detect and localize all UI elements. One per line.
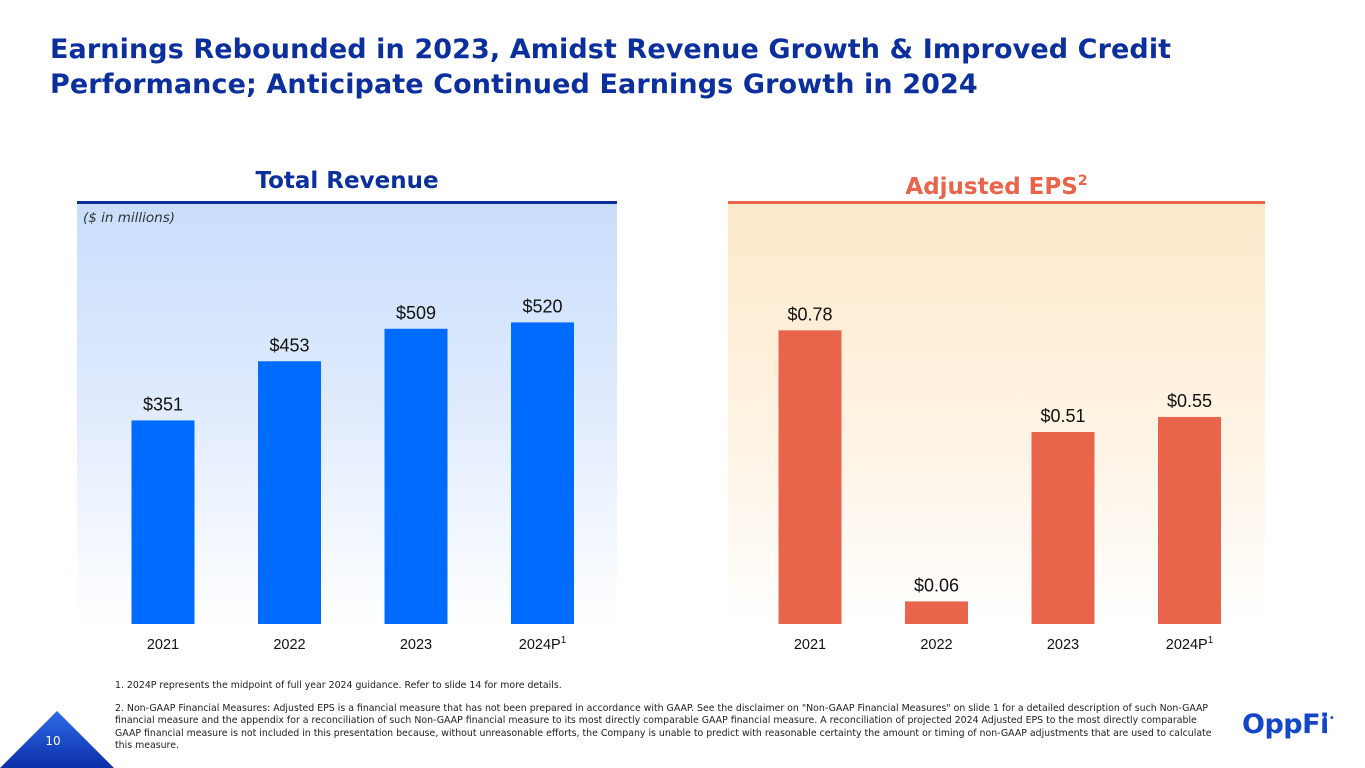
eps-x-tick-label: 2022 — [920, 637, 952, 653]
eps-title-text: Adjusted EPS — [905, 174, 1078, 200]
page-number-triangle — [0, 711, 114, 768]
eps-x-tick-label: 2023 — [1047, 637, 1079, 653]
page-number: 10 — [45, 734, 61, 748]
revenue-units-label: ($ in millions) — [83, 210, 176, 226]
eps-bar-chart: $0.78 2021 $0.06 2022 $0.51 2023 $0.55 2024P1 — [778, 304, 1221, 653]
eps-footnote-ref: 1 — [1208, 635, 1214, 646]
revenue-bar-2023 — [384, 328, 448, 624]
revenue-x-tick-label: 2021 — [147, 637, 179, 653]
eps-bar-2021 — [778, 330, 842, 624]
revenue-chart-title: Total Revenue — [77, 166, 617, 196]
revenue-bar-2021 — [131, 420, 195, 624]
oppfi-logo: OppFi — [1242, 709, 1329, 740]
eps-bar-2024p — [1158, 416, 1221, 624]
revenue-data-label: $509 — [396, 303, 436, 323]
logo-dots-icon: •• — [1322, 713, 1336, 724]
eps-x-tick-label: 2021 — [794, 637, 826, 653]
revenue-x-tick-label: 2022 — [273, 637, 305, 653]
revenue-x-tick-label: 2024P1 — [519, 635, 567, 653]
slide-title: Earnings Rebounded in 2023, Amidst Reven… — [50, 34, 1172, 100]
revenue-bar-chart: $351 2021 $453 2022 $509 2023 $520 2024P1 — [131, 296, 574, 653]
eps-data-label: $0.06 — [914, 575, 959, 595]
eps-title-footnote-ref: 2 — [1077, 173, 1088, 189]
eps-data-label: $0.51 — [1040, 406, 1085, 426]
footnote-1: 1. 2024P represents the midpoint of full… — [115, 680, 562, 691]
revenue-data-label: $453 — [269, 335, 309, 355]
eps-chart-panel: $0.78 2021 $0.06 2022 $0.51 2023 $0.55 2024P1 — [728, 201, 1265, 653]
revenue-footnote-ref: 1 — [561, 635, 567, 646]
revenue-bar-2024p — [511, 322, 574, 624]
footnotes: 1. 2024P represents the midpoint of full… — [115, 680, 1225, 763]
eps-x-tick-label: 2024P1 — [1166, 635, 1214, 653]
revenue-bar-2022 — [258, 361, 321, 624]
eps-bar-2023 — [1031, 432, 1095, 624]
eps-bar-2022 — [905, 601, 968, 624]
revenue-data-label: $351 — [143, 394, 183, 414]
revenue-chart-panel: ($ in millions) $351 2021 $453 2022 $509 2023… — [77, 201, 617, 653]
eps-data-label: $0.55 — [1167, 391, 1212, 411]
eps-data-label: $0.78 — [787, 304, 832, 324]
revenue-data-label: $520 — [522, 296, 562, 316]
footnote-2: 2. Non-GAAP Financial Measures: Adjusted… — [115, 703, 1212, 751]
eps-chart-title: Adjusted EPS2 — [728, 166, 1265, 202]
revenue-title-text: Total Revenue — [255, 168, 439, 194]
revenue-x-tick-label: 2023 — [400, 637, 432, 653]
